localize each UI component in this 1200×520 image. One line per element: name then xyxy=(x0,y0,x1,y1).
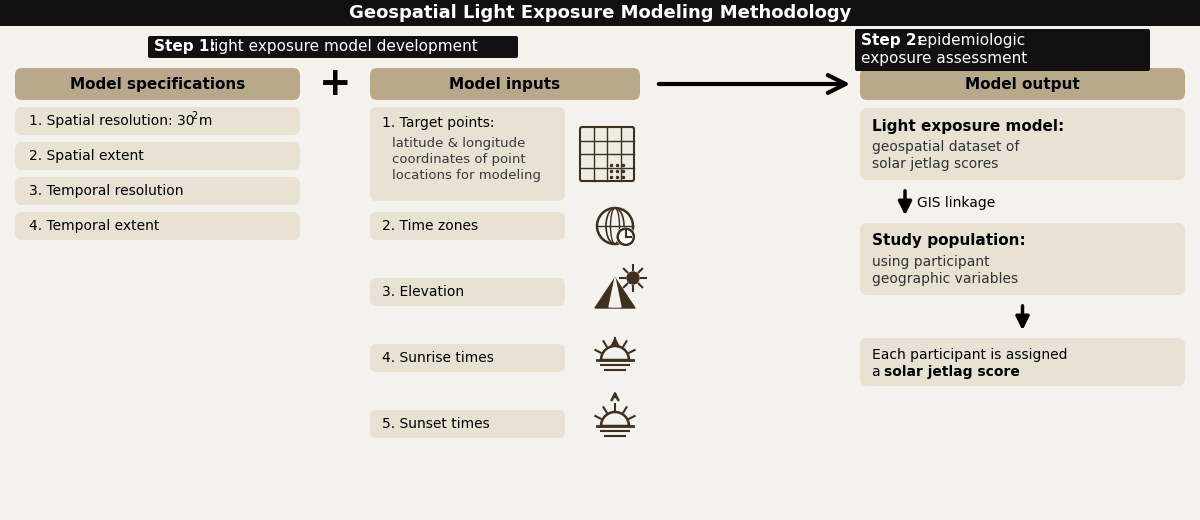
Polygon shape xyxy=(611,284,619,306)
Text: light exposure model development: light exposure model development xyxy=(205,40,478,55)
Circle shape xyxy=(618,229,634,245)
FancyBboxPatch shape xyxy=(370,410,565,438)
Text: Model output: Model output xyxy=(965,76,1080,92)
Polygon shape xyxy=(610,278,622,307)
Text: exposure assessment: exposure assessment xyxy=(862,51,1027,67)
Text: GIS linkage: GIS linkage xyxy=(917,196,995,210)
FancyBboxPatch shape xyxy=(148,36,518,58)
Text: 2. Spatial extent: 2. Spatial extent xyxy=(29,149,144,163)
FancyBboxPatch shape xyxy=(370,107,565,201)
Text: locations for modeling: locations for modeling xyxy=(392,168,541,181)
FancyBboxPatch shape xyxy=(860,223,1186,295)
FancyBboxPatch shape xyxy=(0,0,1200,26)
Polygon shape xyxy=(595,278,635,308)
Text: 1. Spatial resolution: 30 m: 1. Spatial resolution: 30 m xyxy=(29,114,212,128)
FancyBboxPatch shape xyxy=(14,107,300,135)
FancyBboxPatch shape xyxy=(14,142,300,170)
Text: 3. Elevation: 3. Elevation xyxy=(382,285,464,299)
Text: geospatial dataset of: geospatial dataset of xyxy=(872,140,1019,154)
Text: solar jetlag scores: solar jetlag scores xyxy=(872,157,998,171)
Text: geographic variables: geographic variables xyxy=(872,272,1018,286)
Text: Study population:: Study population: xyxy=(872,233,1026,249)
Text: latitude & longitude: latitude & longitude xyxy=(392,136,526,150)
FancyBboxPatch shape xyxy=(14,177,300,205)
FancyBboxPatch shape xyxy=(14,212,300,240)
Text: 2. Time zones: 2. Time zones xyxy=(382,219,478,233)
FancyBboxPatch shape xyxy=(14,68,300,100)
Text: 4. Sunrise times: 4. Sunrise times xyxy=(382,351,494,365)
Circle shape xyxy=(628,272,640,284)
FancyBboxPatch shape xyxy=(370,278,565,306)
Text: Model specifications: Model specifications xyxy=(70,76,245,92)
Text: Step 2:: Step 2: xyxy=(862,32,923,47)
Circle shape xyxy=(617,228,635,246)
FancyBboxPatch shape xyxy=(370,212,565,240)
Text: 1. Target points:: 1. Target points: xyxy=(382,116,494,130)
Text: Light exposure model:: Light exposure model: xyxy=(872,119,1064,134)
Text: 4. Temporal extent: 4. Temporal extent xyxy=(29,219,160,233)
FancyBboxPatch shape xyxy=(860,338,1186,386)
Text: coordinates of point: coordinates of point xyxy=(392,152,526,165)
FancyBboxPatch shape xyxy=(860,68,1186,100)
FancyBboxPatch shape xyxy=(580,127,634,181)
FancyBboxPatch shape xyxy=(370,344,565,372)
Text: a: a xyxy=(872,365,886,379)
Text: epidemiologic: epidemiologic xyxy=(913,32,1025,47)
FancyBboxPatch shape xyxy=(854,29,1150,71)
Text: Model inputs: Model inputs xyxy=(450,76,560,92)
FancyBboxPatch shape xyxy=(860,108,1186,180)
Text: 3. Temporal resolution: 3. Temporal resolution xyxy=(29,184,184,198)
Text: Geospatial Light Exposure Modeling Methodology: Geospatial Light Exposure Modeling Metho… xyxy=(349,4,851,22)
FancyBboxPatch shape xyxy=(370,68,640,100)
Text: +: + xyxy=(319,65,352,103)
Text: 2: 2 xyxy=(191,111,197,121)
Text: using participant: using participant xyxy=(872,255,990,269)
Text: solar jetlag score: solar jetlag score xyxy=(884,365,1020,379)
Text: Each participant is assigned: Each participant is assigned xyxy=(872,348,1068,362)
Text: 5. Sunset times: 5. Sunset times xyxy=(382,417,490,431)
Text: Step 1:: Step 1: xyxy=(154,40,216,55)
